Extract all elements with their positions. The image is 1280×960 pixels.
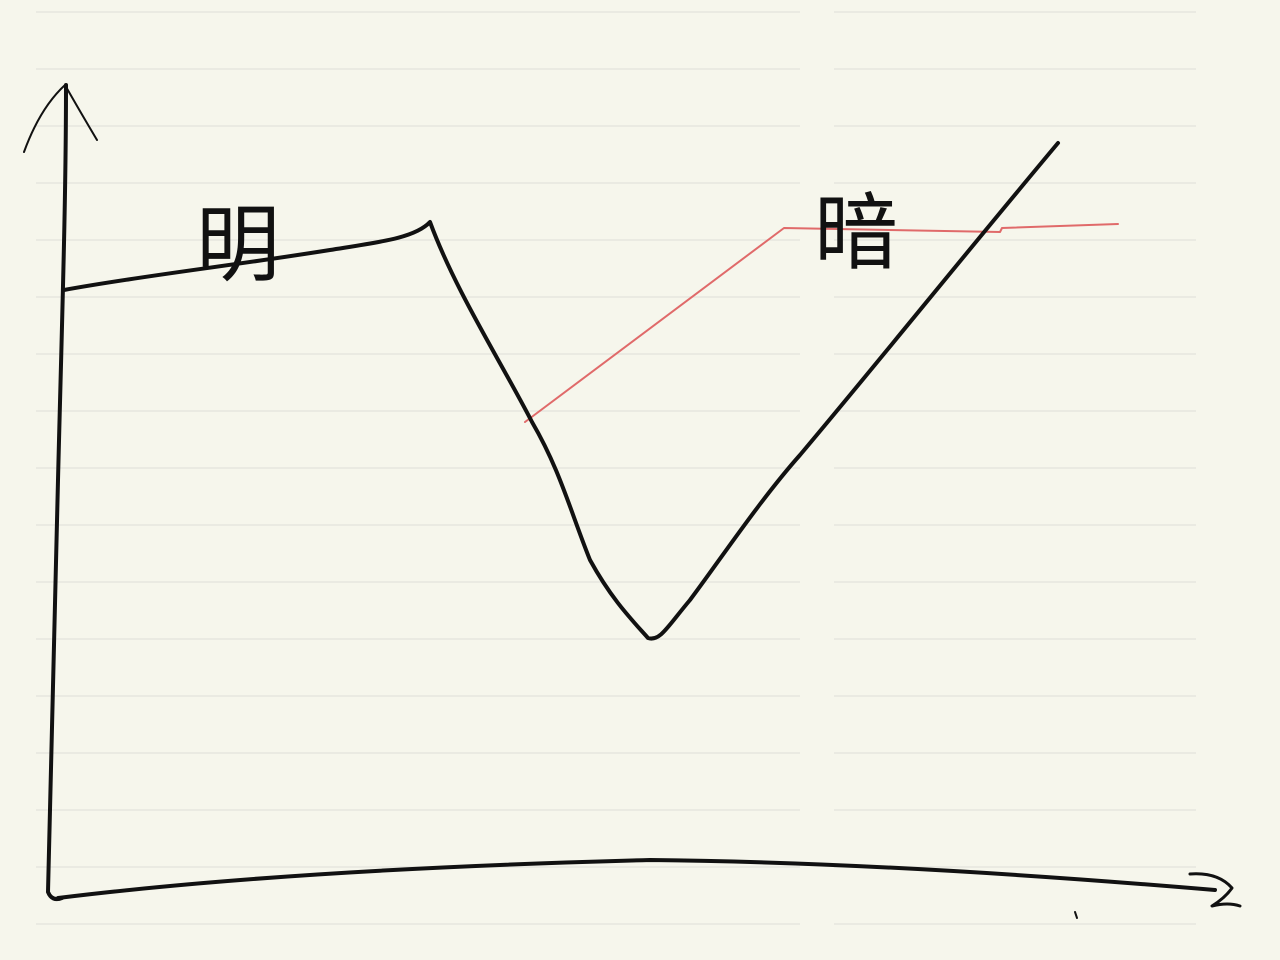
ruled-lines <box>36 11 1196 925</box>
stray-dot <box>1074 911 1078 919</box>
black-curve <box>62 141 1060 641</box>
label-dark: 暗 <box>814 184 898 282</box>
red-curve <box>524 223 1119 423</box>
y-axis-arrowhead <box>23 84 98 153</box>
label-bright: 明 <box>196 196 280 294</box>
x-axis <box>56 858 1217 900</box>
y-axis <box>46 83 68 902</box>
x-axis-arrowhead <box>1188 872 1242 908</box>
